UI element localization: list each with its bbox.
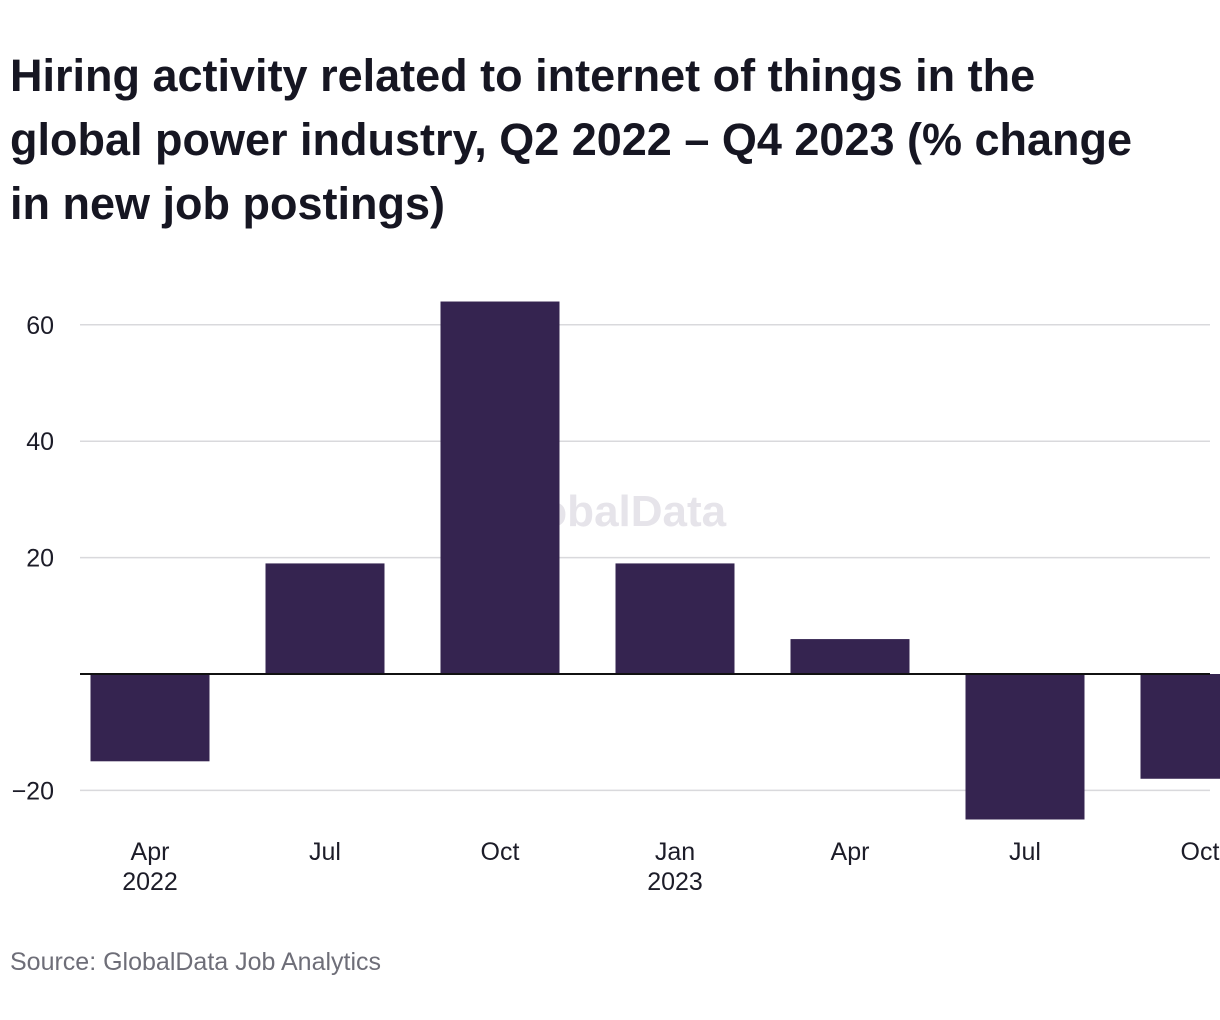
source-note: Source: GlobalData Job Analytics <box>10 948 382 976</box>
bar <box>965 674 1085 820</box>
y-axis-ticks: 60 40 20 −20 <box>12 312 54 806</box>
x-tick-label: Jan <box>655 838 695 866</box>
x-tick-label: Jul <box>1009 838 1041 866</box>
chart-title: Hiring activity related to internet of t… <box>10 50 1133 229</box>
y-tick-label: 60 <box>26 312 54 340</box>
y-tick-label: −20 <box>12 777 54 805</box>
x-tick-label: Apr <box>131 838 170 866</box>
x-tick-label: Oct <box>481 838 520 866</box>
bar <box>90 674 210 762</box>
x-tick-year-label: 2023 <box>647 868 703 896</box>
x-tick-label: Oct <box>1181 838 1220 866</box>
x-tick-year-label: 2022 <box>122 868 178 896</box>
bar <box>615 563 735 674</box>
x-tick-label: Apr <box>831 838 870 866</box>
bar <box>265 563 385 674</box>
bar <box>790 639 910 674</box>
bar <box>1140 674 1220 779</box>
x-tick-label: Jul <box>309 838 341 866</box>
y-tick-label: 40 <box>26 428 54 456</box>
y-tick-label: 20 <box>26 545 54 573</box>
bars <box>90 301 1220 820</box>
bar <box>440 301 560 674</box>
